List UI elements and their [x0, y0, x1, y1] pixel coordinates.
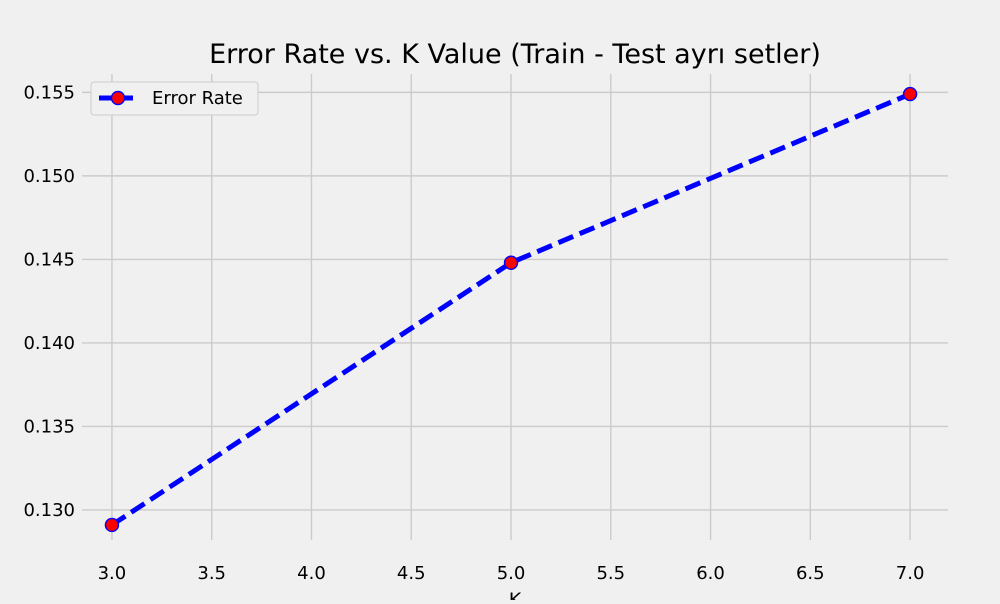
x-tick-label: 6.5 [796, 563, 825, 584]
y-tick-label: 0.135 [23, 416, 75, 437]
x-tick-label: 7.0 [896, 563, 925, 584]
data-point [503, 255, 519, 270]
x-tick-label: 5.0 [497, 563, 526, 584]
legend: Error Rate [90, 81, 259, 116]
tick-labels: 3.0 3.5 4.0 4.5 5.0 5.5 6.0 6.5 7.0 0.130 0.135 0.1… [23, 82, 924, 584]
data-point [104, 517, 120, 533]
series-line-error-rate [110, 91, 912, 528]
x-tick-label: 3.0 [98, 563, 127, 584]
chart-title: Error Rate vs. K Value (Train - Test ayr… [209, 39, 821, 70]
legend-label: Error Rate [152, 88, 243, 109]
data-point [902, 86, 918, 102]
x-tick-label: 4.0 [297, 563, 326, 584]
y-tick-label: 0.130 [23, 500, 75, 521]
series-layer [104, 86, 918, 533]
x-axis-label: K [509, 589, 522, 600]
y-tick-label: 0.140 [23, 333, 75, 354]
y-tick-label: 0.145 [23, 249, 75, 270]
x-tick-label: 4.5 [397, 563, 426, 584]
x-tick-label: 6.0 [696, 563, 725, 584]
legend-marker-swatch [110, 90, 126, 106]
x-tick-label: 3.5 [197, 563, 226, 584]
x-tick-label: 5.5 [596, 563, 625, 584]
y-tick-label: 0.150 [23, 166, 75, 187]
legend-box [90, 81, 259, 116]
y-tick-label: 0.155 [23, 82, 75, 103]
grid [82, 74, 948, 540]
